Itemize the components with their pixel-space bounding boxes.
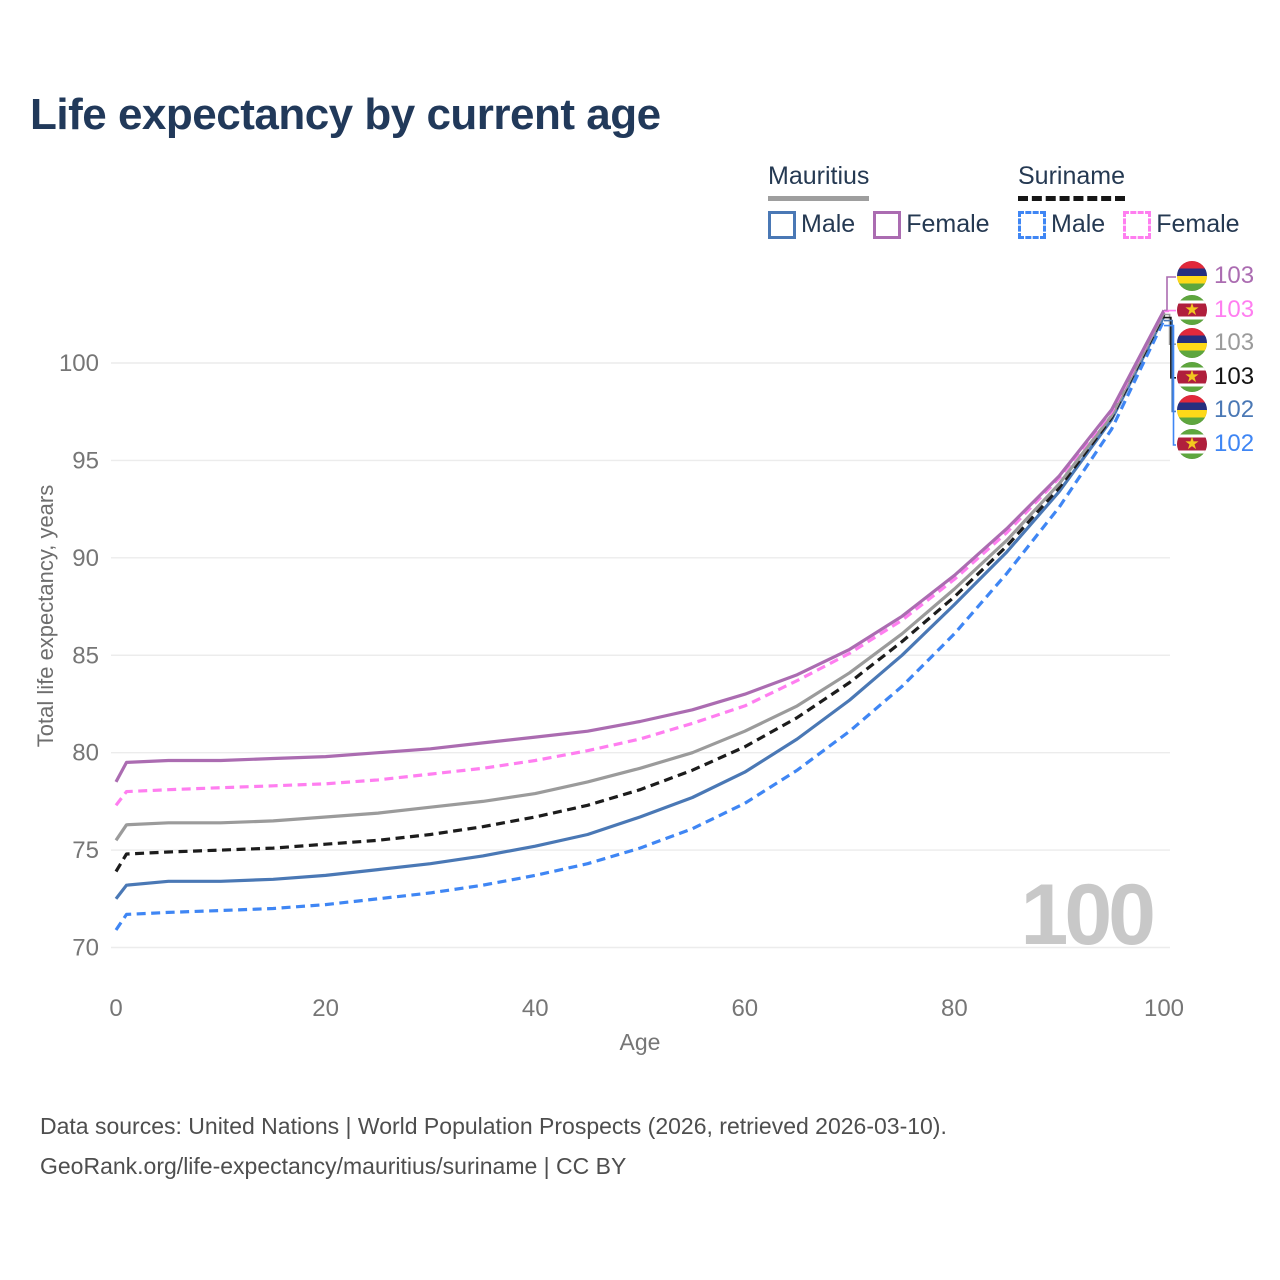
x-axis-title: Age xyxy=(619,1029,661,1055)
legend-item-suriname-male[interactable]: Male xyxy=(1018,210,1105,239)
series-line-suriname-total[interactable] xyxy=(114,313,1166,873)
legend-item-label: Male xyxy=(801,210,856,238)
series-line-suriname-male[interactable] xyxy=(114,319,1166,931)
x-tick-label: 80 xyxy=(941,995,968,1022)
x-tick-label: 0 xyxy=(109,995,122,1022)
legend-header-suriname[interactable]: Suriname xyxy=(1018,162,1125,201)
end-label-value: 103 xyxy=(1214,329,1255,357)
suriname-male-swatch-icon xyxy=(1018,210,1046,239)
end-label-row: 102 xyxy=(1177,395,1255,426)
x-tick-label: 100 xyxy=(1144,995,1184,1022)
mauritius-flag-icon xyxy=(1177,395,1207,426)
end-label-value: 103 xyxy=(1214,262,1255,289)
end-label-value: 102 xyxy=(1214,396,1255,424)
end-label-row: 103 xyxy=(1177,294,1255,325)
y-tick-label: 90 xyxy=(72,545,99,572)
source-line-1: Data sources: United Nations | World Pop… xyxy=(40,1113,947,1139)
y-tick-label: 70 xyxy=(72,935,99,962)
y-tick-label: 100 xyxy=(59,350,99,377)
end-label-row: 102 xyxy=(1177,429,1254,459)
suriname-flag-icon xyxy=(1177,294,1207,325)
suriname-flag-icon xyxy=(1177,429,1207,459)
legend-item-suriname-female[interactable]: Female xyxy=(1123,210,1240,239)
age-counter: 100 xyxy=(1020,867,1156,963)
legend-item-label: Male xyxy=(1051,210,1106,238)
legend-item-mauritius-female[interactable]: Female xyxy=(873,210,990,239)
end-label-connector xyxy=(1164,309,1176,313)
end-label-row: 103 xyxy=(1177,261,1254,291)
end-label-connector xyxy=(1164,324,1176,446)
y-tick-label: 80 xyxy=(72,740,99,767)
series-line-mauritius-male[interactable] xyxy=(114,315,1166,900)
x-tick-label: 60 xyxy=(731,995,758,1022)
end-label-value: 103 xyxy=(1214,295,1255,323)
mauritius-flag-icon xyxy=(1177,261,1207,291)
y-axis-title: Total life expectancy, years xyxy=(33,484,58,748)
legend-group-mauritius: Mauritius Male Female xyxy=(768,162,990,239)
legend-item-mauritius-male[interactable]: Male xyxy=(768,210,855,239)
end-label-value: 102 xyxy=(1214,430,1255,457)
source-line-2: GeoRank.org/life-expectancy/mauritius/su… xyxy=(40,1153,627,1179)
end-label-row: 103 xyxy=(1177,361,1255,392)
legend-group-suriname: Suriname Male Female xyxy=(1018,162,1240,239)
legend-header-mauritius[interactable]: Mauritius xyxy=(768,162,870,201)
x-tick-label: 40 xyxy=(522,995,549,1022)
suriname-female-swatch-icon xyxy=(1123,210,1152,239)
end-label-row: 103 xyxy=(1177,328,1255,359)
legend-item-label: Female xyxy=(1156,210,1240,238)
y-tick-label: 85 xyxy=(72,642,99,669)
y-tick-label: 75 xyxy=(72,837,99,864)
x-tick-label: 20 xyxy=(312,995,339,1022)
suriname-flag-icon xyxy=(1177,361,1207,392)
end-label-connector xyxy=(1164,276,1176,312)
page-title: Life expectancy by current age xyxy=(30,90,661,139)
legend-item-label: Female xyxy=(906,210,990,238)
end-label-value: 103 xyxy=(1214,362,1255,390)
series-line-mauritius-female[interactable] xyxy=(114,309,1166,783)
source-footer: Data sources: United Nations | World Pop… xyxy=(40,1106,947,1186)
mauritius-male-swatch-icon xyxy=(768,210,796,239)
y-tick-label: 95 xyxy=(72,447,99,474)
mauritius-female-swatch-icon xyxy=(873,210,902,239)
series-line-suriname-female[interactable] xyxy=(114,309,1166,807)
series-line-mauritius-total[interactable] xyxy=(114,311,1166,842)
mauritius-flag-icon xyxy=(1177,328,1207,359)
